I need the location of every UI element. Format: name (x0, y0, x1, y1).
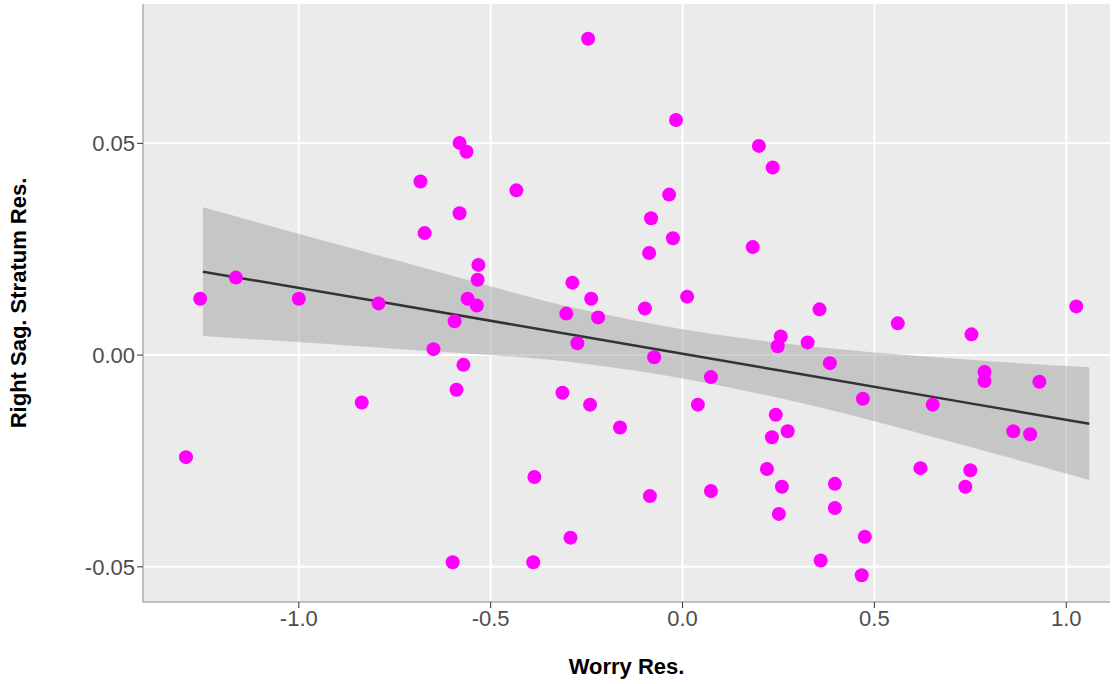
svg-text:1.0: 1.0 (1051, 606, 1082, 631)
svg-text:Right Sag. Stratum Res.: Right Sag. Stratum Res. (6, 178, 31, 429)
svg-text:-1.0: -1.0 (280, 606, 318, 631)
svg-text:0.05: 0.05 (92, 131, 135, 156)
svg-text:0.00: 0.00 (92, 343, 135, 368)
svg-text:-0.05: -0.05 (85, 555, 135, 580)
svg-text:0.5: 0.5 (859, 606, 890, 631)
svg-text:-0.5: -0.5 (472, 606, 510, 631)
svg-text:Worry Res.: Worry Res. (569, 654, 685, 679)
svg-text:0.0: 0.0 (667, 606, 698, 631)
